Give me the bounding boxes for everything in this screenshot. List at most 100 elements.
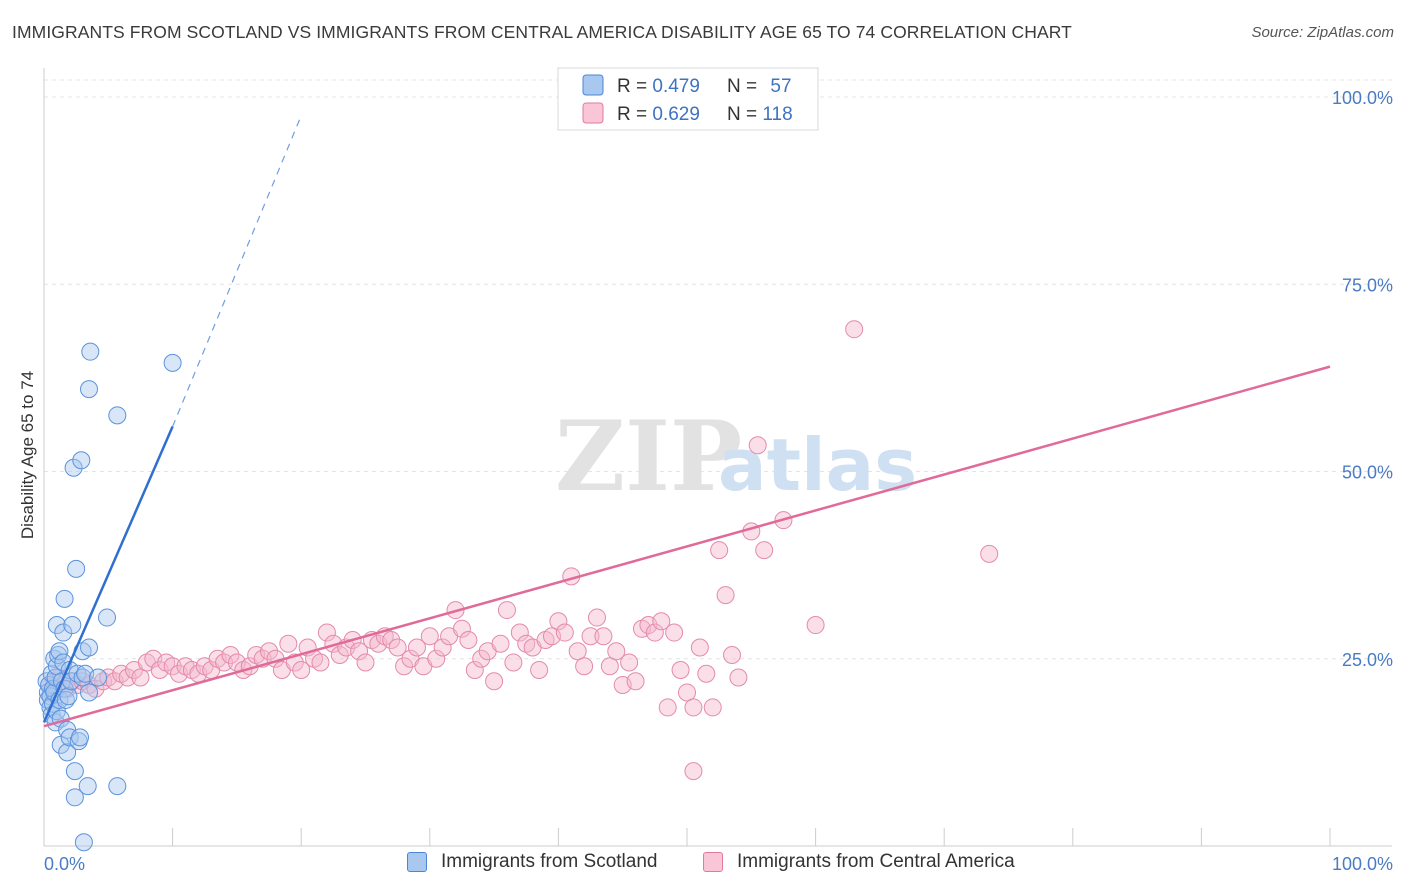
scotland-point [47, 616, 66, 635]
scotland-point [60, 728, 79, 747]
watermark-atlas: atlas [718, 423, 917, 507]
scotland-point [65, 788, 84, 807]
central-america-point [678, 683, 696, 702]
central-america-point [131, 668, 150, 687]
scotland-point [108, 777, 127, 796]
legend-n-label: N = [727, 104, 762, 125]
central-america-point [311, 653, 330, 672]
central-america-point [748, 436, 767, 455]
legend-swatch-blue [582, 74, 604, 96]
scotland-point [59, 687, 78, 706]
central-america-point [317, 623, 336, 642]
central-america-point [845, 320, 864, 339]
scotland-point [58, 743, 77, 762]
central-america-point [221, 646, 240, 665]
central-america-point [575, 657, 594, 676]
scotland-point [89, 668, 108, 687]
tick-labels: 25.0% 50.0% 75.0% 100.0% 0.0% 100.0% [44, 88, 1393, 874]
scotland-point [64, 458, 83, 477]
central-america-point [330, 646, 349, 665]
legend-item-central-america: Immigrants from Central America [703, 851, 1015, 873]
source-credit: Source: ZipAtlas.com [1251, 24, 1394, 41]
y-tick-label: 25.0% [1342, 650, 1393, 670]
legend-r-value-pink: 0.629 [652, 104, 700, 125]
central-america-point [684, 698, 703, 717]
scotland-point [98, 608, 117, 627]
axes [43, 68, 1392, 847]
scotland-point [55, 589, 74, 608]
legend-box: R = 0.479 N = 57 R = 0.629 N = 118 [557, 67, 819, 131]
scotland-point [63, 616, 82, 635]
central-america-point [292, 660, 311, 679]
central-america-point [163, 657, 182, 676]
scotland-point [67, 559, 86, 578]
legend-r-label: R = [617, 104, 652, 125]
central-america-point [395, 657, 414, 676]
scotland-point [74, 833, 93, 852]
legend-n-value-blue: 57 [770, 76, 791, 97]
central-america-point [600, 657, 619, 676]
central-america-point [452, 619, 471, 638]
central-america-point [665, 623, 684, 642]
central-america-point [510, 623, 529, 642]
central-america-point [626, 672, 645, 691]
series-central-america-points [40, 320, 999, 781]
scotland-point [65, 762, 84, 781]
central-america-point [684, 762, 703, 781]
y-axis-label: Disability Age 65 to 74 [18, 371, 37, 539]
central-america-point [549, 612, 568, 631]
scotland-point [163, 353, 182, 372]
central-america-point [472, 649, 491, 668]
central-america-point [607, 642, 626, 661]
central-america-point [697, 664, 716, 683]
central-america-point [427, 649, 446, 668]
central-america-point [703, 698, 722, 717]
central-america-point [587, 608, 606, 627]
central-america-point [382, 631, 401, 650]
central-america-point [118, 668, 137, 687]
legend-n-value-pink: 118 [762, 104, 792, 125]
central-america-point [215, 653, 234, 672]
central-america-point [568, 642, 587, 661]
central-america-point [504, 653, 523, 672]
central-america-point [755, 541, 774, 560]
x-tick-label-min: 0.0% [44, 854, 85, 874]
legend-r-label: R = [617, 76, 652, 97]
gridlines [44, 79, 1392, 660]
svg-text:N = 118: N = 118 [727, 104, 793, 125]
trend-line-scotland [42, 426, 174, 723]
scotland-point [51, 735, 70, 754]
scotland-point [80, 683, 99, 702]
scotland-point [71, 728, 90, 747]
central-america-point [729, 668, 748, 687]
scotland-point [78, 777, 97, 796]
watermark-zip: ZIP [555, 400, 742, 513]
central-america-point [980, 544, 999, 563]
central-america-point [433, 638, 452, 657]
central-america-point [420, 627, 439, 646]
central-america-point [350, 642, 369, 661]
central-america-point [723, 646, 742, 665]
svg-text:N = 57: N = 57 [727, 76, 792, 97]
central-america-point [485, 672, 504, 691]
central-america-point [594, 627, 613, 646]
scotland-point [80, 638, 99, 657]
trend-lines [42, 115, 1331, 728]
central-america-point [260, 642, 279, 661]
central-america-point [388, 638, 407, 657]
legend-n-label: N = [727, 76, 762, 97]
central-america-point [279, 634, 298, 653]
svg-text:R = 0.629: R = 0.629 [617, 104, 700, 125]
central-america-point [658, 698, 677, 717]
x-tick-label-max: 100.0% [1332, 854, 1393, 874]
central-america-point [671, 660, 690, 679]
trend-extension-scotland [172, 115, 302, 427]
central-america-point [581, 627, 600, 646]
legend-swatch-pink [582, 102, 604, 124]
central-america-point [356, 653, 375, 672]
chart-title: IMMIGRANTS FROM SCOTLAND VS IMMIGRANTS F… [12, 22, 1072, 42]
central-america-point [716, 586, 735, 605]
y-tick-label: 75.0% [1342, 275, 1393, 295]
series-legend: Immigrants from Scotland Immigrants from… [0, 851, 1406, 879]
